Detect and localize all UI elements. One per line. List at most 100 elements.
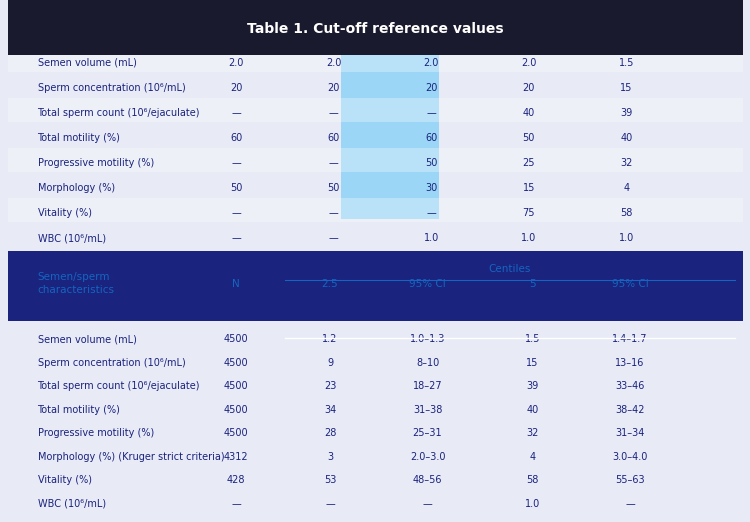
- Text: 3: 3: [327, 452, 333, 462]
- Text: 50: 50: [230, 183, 242, 193]
- Text: —: —: [328, 233, 339, 243]
- Text: Vitality (%): Vitality (%): [38, 208, 92, 218]
- Text: WHO 1987: WHO 1987: [306, 26, 362, 37]
- Text: 39: 39: [526, 381, 538, 392]
- Text: 38–42: 38–42: [615, 405, 645, 415]
- Text: 34: 34: [324, 405, 336, 415]
- Text: Semen/sperm characteristics: Semen/sperm characteristics: [38, 26, 190, 37]
- Text: —: —: [426, 108, 436, 118]
- Text: 15: 15: [620, 82, 632, 93]
- Text: —: —: [328, 208, 339, 218]
- Text: 4500: 4500: [224, 381, 248, 392]
- Text: 1.0: 1.0: [424, 233, 439, 243]
- Text: 2.0: 2.0: [229, 57, 244, 68]
- Text: 50: 50: [425, 158, 437, 168]
- FancyBboxPatch shape: [8, 313, 742, 321]
- Text: WBC (10⁶/mL): WBC (10⁶/mL): [38, 499, 106, 509]
- Text: Morphology (%): Morphology (%): [38, 183, 115, 193]
- Text: Semen volume (mL): Semen volume (mL): [38, 334, 136, 345]
- FancyBboxPatch shape: [8, 251, 742, 313]
- Text: 25–31: 25–31: [413, 428, 442, 438]
- Text: 20: 20: [328, 82, 340, 93]
- Text: 20: 20: [425, 82, 437, 93]
- FancyBboxPatch shape: [8, 10, 742, 240]
- Text: 4500: 4500: [224, 405, 248, 415]
- Text: 15: 15: [523, 183, 535, 193]
- Text: 9: 9: [327, 358, 333, 368]
- Text: 58: 58: [526, 475, 538, 485]
- Text: —: —: [328, 108, 339, 118]
- Text: 50: 50: [523, 133, 535, 143]
- Text: —: —: [231, 208, 242, 218]
- FancyBboxPatch shape: [8, 0, 742, 55]
- Text: 2.0: 2.0: [424, 57, 439, 68]
- Text: WHO 1980: WHO 1980: [209, 26, 264, 37]
- Text: 48–56: 48–56: [413, 475, 442, 485]
- Text: 2.0: 2.0: [326, 57, 341, 68]
- Text: 1.0: 1.0: [521, 233, 536, 243]
- Text: 13–16: 13–16: [615, 358, 645, 368]
- Text: Morphology (%) (Kruger strict criteria): Morphology (%) (Kruger strict criteria): [38, 452, 224, 462]
- Text: WHO 1999: WHO 1999: [501, 26, 556, 37]
- Text: Total sperm count (10⁶/ejaculate): Total sperm count (10⁶/ejaculate): [38, 108, 200, 118]
- Text: Sperm concentration (10⁶/mL): Sperm concentration (10⁶/mL): [38, 358, 185, 368]
- Text: 2.0: 2.0: [521, 57, 536, 68]
- Text: Total motility (%): Total motility (%): [38, 133, 120, 143]
- Text: 1.5: 1.5: [619, 57, 634, 68]
- Text: 95% CI: 95% CI: [410, 279, 446, 290]
- Text: Total motility (%): Total motility (%): [38, 405, 120, 415]
- Text: 95% CI: 95% CI: [612, 279, 649, 290]
- FancyBboxPatch shape: [8, 9, 742, 16]
- Text: Progressive motility (%): Progressive motility (%): [38, 158, 154, 168]
- Text: Vitality (%): Vitality (%): [38, 475, 92, 485]
- Text: 32: 32: [620, 158, 632, 168]
- Text: —: —: [426, 208, 436, 218]
- Text: WHO 2010: WHO 2010: [598, 26, 654, 37]
- FancyBboxPatch shape: [8, 198, 742, 222]
- Text: 50: 50: [328, 183, 340, 193]
- Text: 58: 58: [620, 208, 632, 218]
- Text: 2.5: 2.5: [322, 279, 338, 290]
- FancyBboxPatch shape: [8, 148, 742, 172]
- Text: 23: 23: [324, 381, 336, 392]
- Text: 75: 75: [523, 208, 535, 218]
- Text: —: —: [231, 108, 242, 118]
- Text: Semen/sperm: Semen/sperm: [38, 271, 110, 282]
- FancyBboxPatch shape: [8, 98, 742, 122]
- Text: Centiles: Centiles: [489, 264, 531, 274]
- Text: 4500: 4500: [224, 428, 248, 438]
- Text: 1.0: 1.0: [525, 499, 540, 509]
- Text: WHO 1992: WHO 1992: [400, 26, 462, 37]
- Text: WBC (10⁶/mL): WBC (10⁶/mL): [38, 233, 106, 243]
- Text: 4500: 4500: [224, 358, 248, 368]
- Text: 28: 28: [324, 428, 336, 438]
- Text: 428: 428: [227, 475, 245, 485]
- Text: —: —: [231, 233, 242, 243]
- Text: 60: 60: [328, 133, 340, 143]
- Text: 4: 4: [530, 452, 536, 462]
- Text: 3.0–4.0: 3.0–4.0: [612, 452, 648, 462]
- Text: 32: 32: [526, 428, 538, 438]
- Text: 55–63: 55–63: [615, 475, 645, 485]
- Text: Table 1. Cut-off reference values: Table 1. Cut-off reference values: [247, 22, 503, 35]
- Text: —: —: [326, 499, 334, 509]
- Text: 1.0–1.3: 1.0–1.3: [410, 334, 446, 345]
- Text: —: —: [626, 499, 635, 509]
- FancyBboxPatch shape: [390, 20, 472, 43]
- Text: Semen volume (mL): Semen volume (mL): [38, 57, 136, 68]
- Text: Progressive motility (%): Progressive motility (%): [38, 428, 154, 438]
- Text: 30: 30: [425, 183, 437, 193]
- Text: 18–27: 18–27: [413, 381, 442, 392]
- Text: 1.4–1.7: 1.4–1.7: [612, 334, 648, 345]
- Text: N: N: [232, 279, 240, 290]
- Text: WHO 1992: WHO 1992: [404, 26, 459, 37]
- Text: Total sperm count (10⁶/ejaculate): Total sperm count (10⁶/ejaculate): [38, 381, 200, 392]
- Text: —: —: [231, 158, 242, 168]
- Text: 2.0–3.0: 2.0–3.0: [410, 452, 446, 462]
- Text: —: —: [328, 158, 339, 168]
- Text: —: —: [423, 499, 432, 509]
- Text: 5: 5: [530, 279, 536, 290]
- Text: 20: 20: [523, 82, 535, 93]
- Text: 8–10: 8–10: [416, 358, 440, 368]
- Text: 1.5: 1.5: [525, 334, 540, 345]
